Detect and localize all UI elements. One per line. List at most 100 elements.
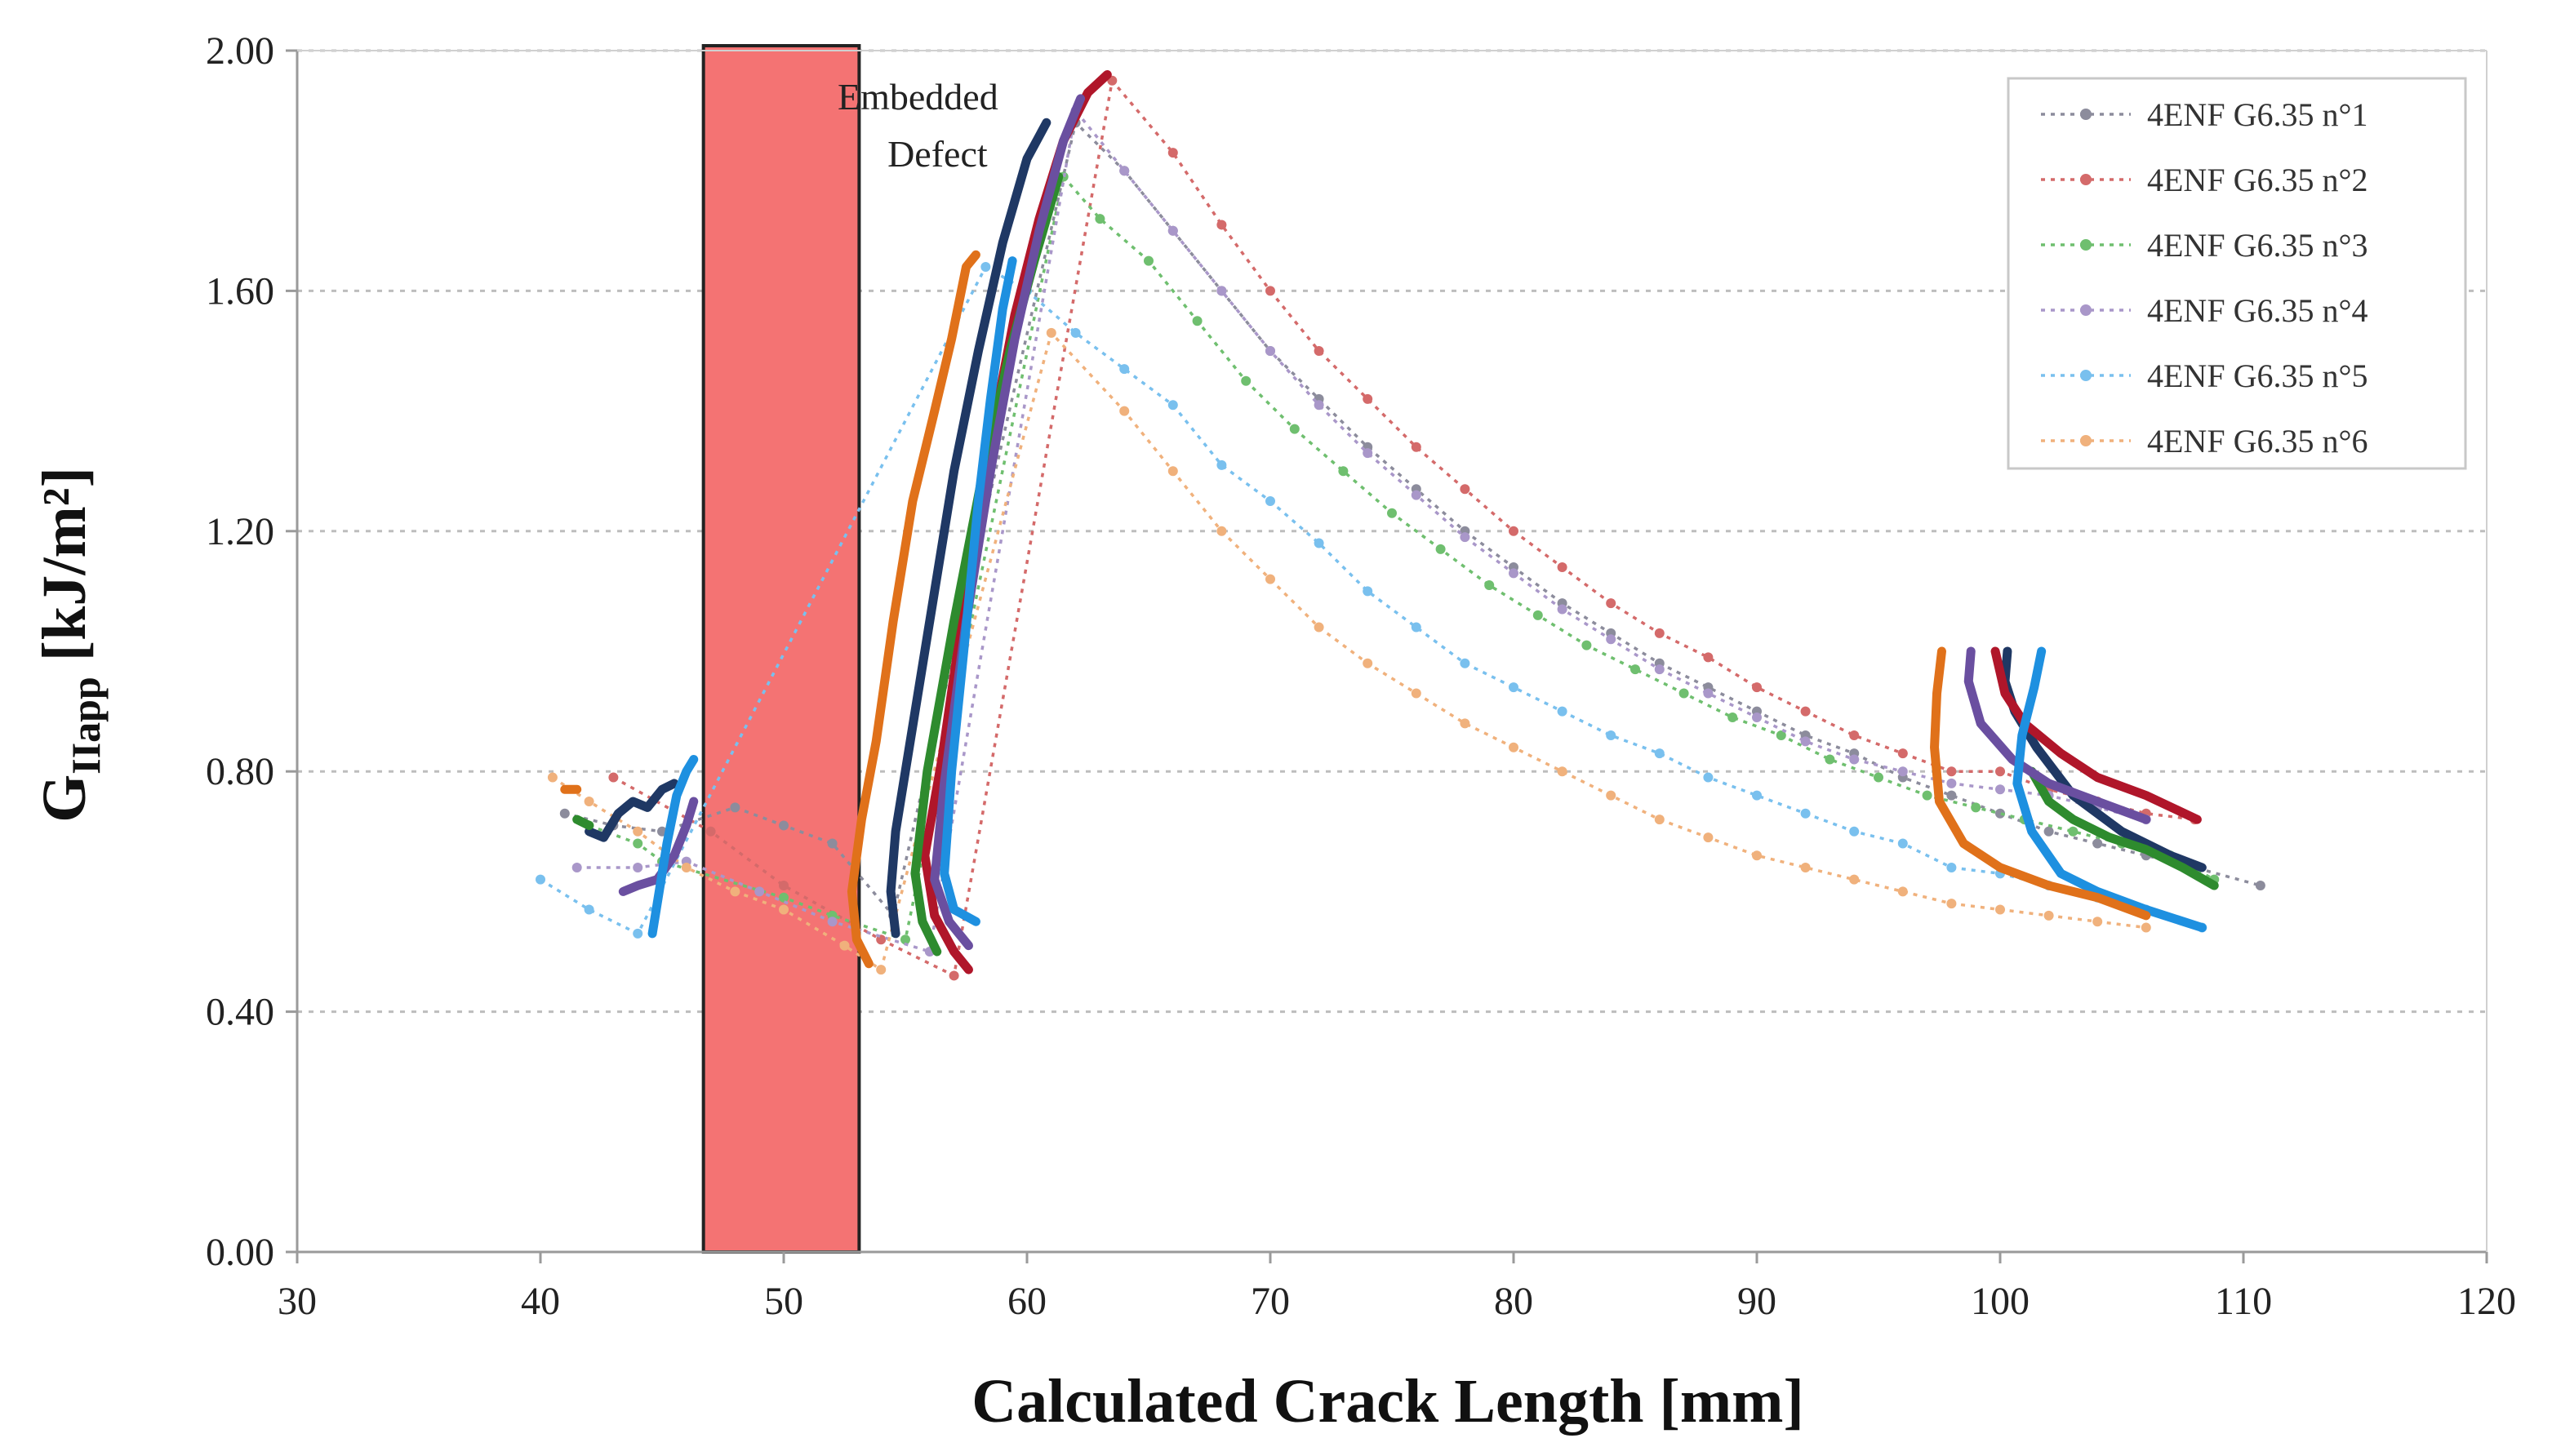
series-3-point-8 xyxy=(1144,255,1154,266)
series-2-point-9 xyxy=(1314,346,1324,356)
series-5-point-19 xyxy=(1752,790,1762,801)
y-tick-label-4: 1.60 xyxy=(206,269,274,313)
defect-label-line1: Embedded xyxy=(838,76,998,118)
series-5-point-16 xyxy=(1606,730,1616,741)
legend-item-2: 4ENF G6.35 n°2 xyxy=(2041,162,2367,198)
series-3-point-20 xyxy=(1727,712,1738,722)
y-tick-label-0: 0.00 xyxy=(206,1231,274,1274)
series-1-point-25 xyxy=(1946,790,1957,801)
embedded-defect-region xyxy=(701,44,861,1254)
series-6-point-18 xyxy=(1557,766,1567,777)
series-4-point-13 xyxy=(1411,490,1421,500)
series-6-point-7 xyxy=(876,965,887,975)
x-tick-label-8: 110 xyxy=(2215,1280,2272,1323)
series-2-point-20 xyxy=(1849,730,1860,741)
x-tick-label-3: 60 xyxy=(1007,1280,1047,1323)
series-4-point-25 xyxy=(1995,784,2005,795)
series-3-point-25 xyxy=(1971,802,1981,813)
series-5-point-6 xyxy=(1119,364,1130,375)
series-4-point-1 xyxy=(633,862,643,872)
legend-swatch-marker-1 xyxy=(2080,109,2092,120)
series-3-point-3 xyxy=(779,892,789,903)
legend-label-3: 4ENF G6.35 n°3 xyxy=(2147,227,2367,264)
series-2-point-21 xyxy=(1897,748,1908,759)
series-3-point-11 xyxy=(1289,424,1300,434)
series-5-point-18 xyxy=(1703,772,1714,783)
series-3-point-16 xyxy=(1532,610,1543,620)
series-2-point-18 xyxy=(1752,682,1762,693)
series-2-point-14 xyxy=(1557,562,1567,572)
series-6-point-25 xyxy=(1897,886,1908,897)
series-6-point-24 xyxy=(1849,874,1860,885)
series-2-point-6 xyxy=(1167,148,1178,158)
series-6-point-3 xyxy=(681,862,691,872)
series-3-point-7 xyxy=(1095,214,1105,224)
series-6-point-12 xyxy=(1265,574,1275,584)
legend-item-5: 4ENF G6.35 n°5 xyxy=(2041,357,2367,394)
series-2-point-8 xyxy=(1265,286,1275,296)
legend-swatch-marker-5 xyxy=(2080,370,2092,381)
x-tick-label-0: 30 xyxy=(278,1280,317,1323)
series-4-point-0 xyxy=(571,862,582,872)
series-5-point-22 xyxy=(1897,838,1908,849)
series-6-point-16 xyxy=(1460,718,1470,729)
series-6-point-28 xyxy=(2043,910,2054,921)
legend-swatch-marker-6 xyxy=(2080,435,2092,446)
series-1-point-26 xyxy=(1995,808,2005,819)
series-2-fit-line xyxy=(612,77,2195,979)
series-5-point-9 xyxy=(1265,496,1275,506)
series-5-point-11 xyxy=(1363,586,1373,597)
legend-label-5: 4ENF G6.35 n°5 xyxy=(2147,357,2367,394)
series-3-point-13 xyxy=(1387,508,1397,518)
series-2-point-1 xyxy=(705,826,716,837)
legend-item-4: 4ENF G6.35 n°4 xyxy=(2041,292,2367,329)
series-5-point-5 xyxy=(1070,327,1081,338)
series-2-point-16 xyxy=(1654,628,1665,638)
series-1-point-27 xyxy=(2043,826,2054,837)
y-tick-label-2: 0.80 xyxy=(206,750,274,793)
series-5-point-10 xyxy=(1314,538,1324,548)
series-2-point-23 xyxy=(1995,766,2005,777)
series-1-segment-1 xyxy=(886,118,1051,939)
series-6-point-0 xyxy=(547,772,558,783)
x-tick-label-1: 40 xyxy=(521,1280,560,1323)
series-5-point-13 xyxy=(1460,658,1470,668)
series-4-point-22 xyxy=(1849,754,1860,765)
series-2-point-10 xyxy=(1363,393,1373,404)
series-2-point-0 xyxy=(608,772,619,783)
series-6-point-27 xyxy=(1995,904,2005,915)
y-axis-label-unit: [kJ/m²] xyxy=(30,467,99,677)
series-4-point-24 xyxy=(1946,778,1957,788)
series-3-point-23 xyxy=(1874,772,1883,783)
series-2-point-11 xyxy=(1411,442,1421,452)
defect-label-line2: Defect xyxy=(887,133,988,175)
series-6-point-13 xyxy=(1314,622,1324,633)
y-tick-label-3: 1.20 xyxy=(206,510,274,553)
series-6-point-2 xyxy=(633,826,643,837)
series-2-point-7 xyxy=(1216,220,1227,230)
series-6-point-23 xyxy=(1800,862,1811,872)
series-4-point-20 xyxy=(1752,712,1762,722)
series-2-point-4 xyxy=(949,970,959,981)
series-3-point-18 xyxy=(1630,664,1640,675)
legend: 4ENF G6.35 n°1 4ENF G6.35 n°2 4ENF G6.35 n… xyxy=(2007,77,2467,470)
series-4-point-12 xyxy=(1363,448,1373,459)
y-tick-labels: 0.00 0.40 0.80 1.20 1.60 2.00 xyxy=(206,29,274,1274)
legend-label-6: 4ENF G6.35 n°6 xyxy=(2147,423,2367,459)
y-axis-label-main: G xyxy=(30,775,99,823)
x-tick-label-2: 50 xyxy=(764,1280,803,1323)
series-1-point-0 xyxy=(559,808,570,819)
series-5-point-7 xyxy=(1167,400,1178,411)
series-6-point-5 xyxy=(779,904,789,915)
x-tick-label-5: 80 xyxy=(1494,1280,1533,1323)
series-6-fit xyxy=(547,327,2151,975)
series-5-point-8 xyxy=(1216,459,1227,470)
series-6-point-9 xyxy=(1119,406,1130,416)
series-6-point-17 xyxy=(1509,742,1518,752)
series-1-point-31 xyxy=(2255,881,2265,891)
series-4-point-15 xyxy=(1509,568,1518,579)
series-2-point-13 xyxy=(1509,526,1518,536)
series-6-point-8 xyxy=(1046,327,1056,338)
series-1-point-28 xyxy=(2092,838,2103,849)
